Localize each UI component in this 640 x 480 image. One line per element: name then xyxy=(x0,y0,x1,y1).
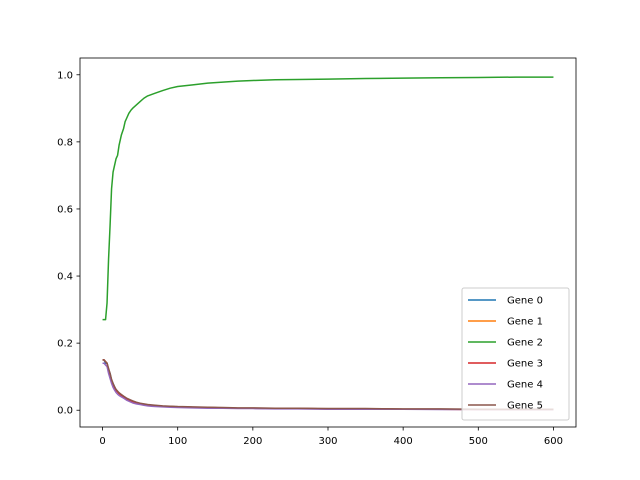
y-tick-label: 0.2 xyxy=(57,339,73,350)
legend-label-gene-1: Gene 1 xyxy=(507,317,543,328)
legend-label-gene-3: Gene 3 xyxy=(507,359,543,370)
x-tick-label: 400 xyxy=(394,436,413,447)
x-tick-label: 300 xyxy=(318,436,337,447)
y-tick-label: 0.6 xyxy=(57,204,73,215)
plot-lines xyxy=(102,76,554,411)
legend-label-gene-5: Gene 5 xyxy=(507,401,543,412)
x-axis-ticks: 0 100 200 300 400 500 600 xyxy=(99,427,563,447)
legend-label-gene-2: Gene 2 xyxy=(507,338,543,349)
legend: Gene 0 Gene 1 Gene 2 Gene 3 Gene 4 Gene 5 xyxy=(461,287,570,421)
y-axis-ticks: 0.0 0.2 0.4 0.6 0.8 1.0 xyxy=(57,70,80,417)
plot-area-frame xyxy=(79,57,577,428)
series-line-gene-2 xyxy=(102,76,554,321)
y-tick-label: 0.4 xyxy=(57,272,73,283)
x-tick-label: 0 xyxy=(99,436,105,447)
legend-label-gene-4: Gene 4 xyxy=(507,380,543,391)
legend-label-gene-0: Gene 0 xyxy=(507,296,543,307)
y-tick-label: 0.8 xyxy=(57,137,73,148)
x-tick-label: 600 xyxy=(544,436,563,447)
x-tick-label: 500 xyxy=(469,436,488,447)
y-tick-label: 1.0 xyxy=(57,70,73,81)
x-tick-label: 200 xyxy=(243,436,262,447)
series-line-gene-5 xyxy=(102,359,554,410)
x-tick-label: 100 xyxy=(168,436,187,447)
y-tick-label: 0.0 xyxy=(57,406,73,417)
